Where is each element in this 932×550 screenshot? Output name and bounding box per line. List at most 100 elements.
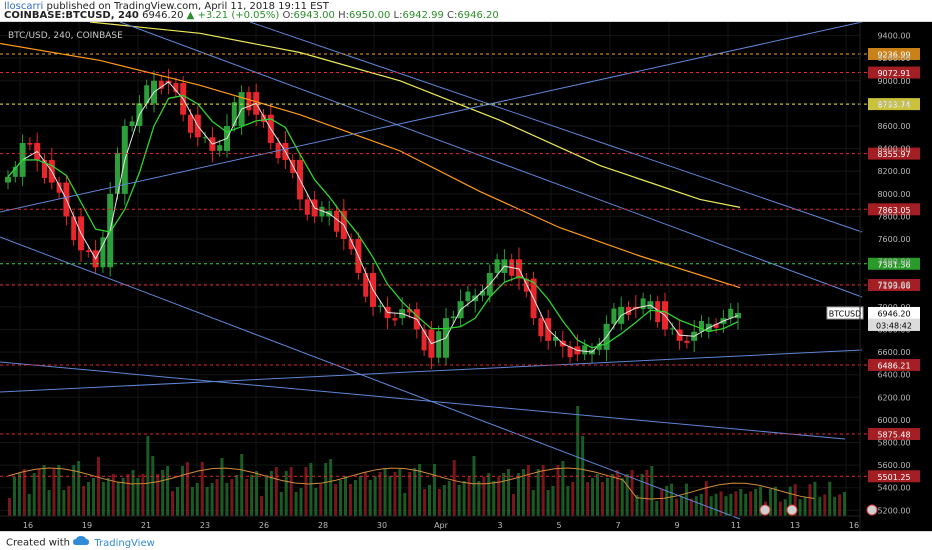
x-tick-label: Apr <box>434 521 449 530</box>
close-label: C: <box>447 10 458 21</box>
level-tag-label: 9236.99 <box>877 50 910 59</box>
volume-bar <box>768 489 772 516</box>
volume-bar <box>388 476 392 516</box>
volume-bar <box>240 454 244 516</box>
candle-body <box>480 291 485 296</box>
x-tick-label: 23 <box>200 521 210 530</box>
volume-bar <box>116 482 120 516</box>
high-value: 6950.00 <box>348 10 391 21</box>
volume-bar <box>358 476 362 516</box>
volume-bar <box>339 480 343 516</box>
candle-body <box>699 321 704 332</box>
volume-bar <box>689 498 693 516</box>
candle-body <box>596 343 602 350</box>
volume-bar <box>32 473 36 516</box>
y-tick-label: 9400.00 <box>877 32 910 41</box>
y-tick-label: 5200.00 <box>877 506 910 515</box>
volume-bar <box>378 472 382 516</box>
x-tick-label: 5 <box>556 521 561 530</box>
trend-line <box>0 22 863 213</box>
volume-bar <box>353 480 357 516</box>
volume-bar <box>437 489 441 516</box>
y-tick-label: 6600.00 <box>877 348 910 357</box>
volume-bar <box>428 485 431 516</box>
candle-body <box>523 278 529 292</box>
level-tag <box>868 427 920 440</box>
price-chart[interactable]: 9236.99 9072.91 8793.74 8355.97 7863.05 7381.… <box>0 22 932 531</box>
created-with-text: Created with <box>6 537 70 549</box>
volume-bar <box>131 470 135 516</box>
volume-bar <box>141 474 145 516</box>
candle-body <box>5 176 11 183</box>
candle-body <box>129 121 135 126</box>
volume-bar <box>724 496 728 516</box>
volume-bar <box>180 466 184 516</box>
level-tag-label: 8355.97 <box>877 150 910 159</box>
volume-bar <box>121 478 125 516</box>
candle-body <box>567 346 573 358</box>
y-tick-label: 8200.00 <box>877 167 910 176</box>
publisher-link[interactable]: lloscarri <box>4 1 44 12</box>
candle-body <box>436 331 442 358</box>
volume-bar <box>675 498 679 516</box>
ma-orange-line <box>0 42 741 289</box>
volume-bar <box>200 462 204 516</box>
volume-bar <box>492 481 496 516</box>
volume-bar <box>314 488 318 516</box>
volume-bar <box>37 469 41 516</box>
candle-body <box>392 318 398 321</box>
volume-bar <box>843 492 847 516</box>
volume-bar <box>512 494 515 516</box>
volume-bar <box>546 490 550 516</box>
volume-bar <box>250 475 254 516</box>
level-tag <box>868 47 920 60</box>
volume-bar <box>368 480 372 516</box>
volume-bar <box>660 488 664 516</box>
volume-bar <box>680 496 683 516</box>
candle-body <box>626 306 631 315</box>
volume-bar <box>635 495 639 516</box>
volume-bar <box>788 486 792 516</box>
volume-bar <box>838 494 842 516</box>
candle-body <box>173 83 179 93</box>
volume-bar <box>284 471 288 516</box>
candle-body <box>42 159 47 178</box>
volume-bar <box>126 474 130 516</box>
x-tick-label: 7 <box>615 521 620 530</box>
volume-bar <box>67 486 71 516</box>
volume-bar <box>418 464 422 516</box>
volume-bar <box>798 499 802 516</box>
level-tag-label: 5875.48 <box>877 430 910 439</box>
volume-bar <box>615 470 619 516</box>
volume-bar <box>413 468 417 516</box>
candle-body <box>450 316 456 319</box>
volume-bar <box>52 469 56 516</box>
tradingview-brand[interactable]: TradingView <box>94 537 155 549</box>
volume-bar <box>709 496 713 516</box>
volume-bar <box>467 477 471 516</box>
volume-bar <box>536 469 540 516</box>
x-tick-label: 21 <box>141 521 151 530</box>
volume-bar <box>600 482 604 516</box>
volume-bar <box>344 476 347 516</box>
volume-bar <box>373 476 377 516</box>
event-marker-icon <box>866 504 878 516</box>
volume-bar <box>734 491 738 516</box>
volume-bar <box>793 484 797 516</box>
level-tag-label: 7381.36 <box>877 260 910 269</box>
event-marker-icon <box>786 504 798 516</box>
volume-bar <box>818 496 822 516</box>
trend-line <box>0 361 846 440</box>
volume-bar <box>487 473 491 516</box>
volume-bar <box>521 469 525 516</box>
countdown-label: 03:48:42 <box>876 321 912 330</box>
volume-bar <box>516 473 520 516</box>
volume-bar <box>783 499 787 516</box>
volume-bar <box>334 484 338 516</box>
volume-bar <box>146 436 150 516</box>
volume-bar <box>507 469 511 516</box>
volume-bar <box>556 465 560 516</box>
volume-bar <box>111 474 115 516</box>
level-tag <box>868 470 920 483</box>
volume-bar <box>719 491 723 516</box>
